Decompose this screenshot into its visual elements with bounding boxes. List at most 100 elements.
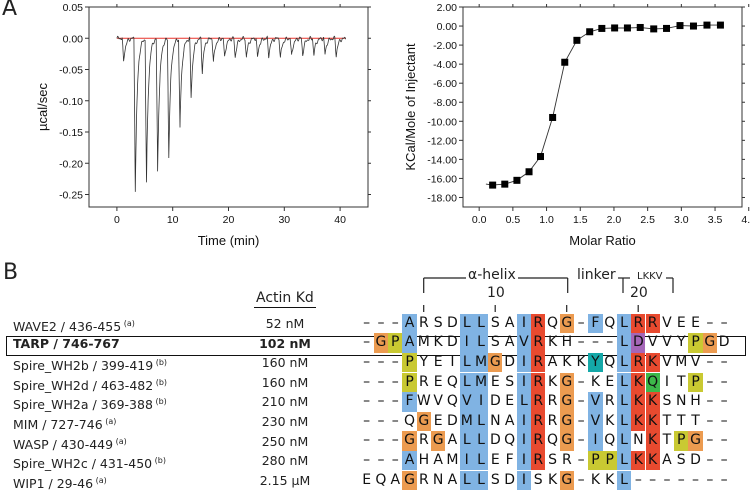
residue-I: I [516,470,532,491]
residue-S: S [662,393,672,410]
raw-itc-ytick-label: 0.05 [63,2,84,14]
residue-L: L [473,450,489,471]
position-20-label: 20 [630,285,648,301]
residue-P: P [588,450,603,471]
alignment-gap: – [577,412,585,429]
residue-L: L [459,313,474,334]
residue-A: A [504,412,515,429]
residue-S: S [676,451,686,468]
alignment-gap: – [577,432,585,449]
residue-V: V [662,353,672,370]
residue-K: K [547,334,558,351]
residue-L: L [616,352,632,373]
sequence-name: Spire_WH2c / 431-450 (b) [13,451,166,473]
alignment-gap: – [720,451,728,468]
alignment-gap: – [720,393,728,410]
sequence-name: Spire_WH2a / 369-388 (b) [13,392,167,414]
sequence-name-text: TARP / 746-767 [13,335,120,351]
residue-M: M [675,353,688,370]
alignment-gap: – [363,412,371,429]
isotherm-data-point [573,36,581,44]
isotherm-ytick-label: -16.00 [427,173,457,185]
isotherm-data-point [489,181,497,189]
isotherm-xtick-label: 1.5 [573,214,588,226]
alignment-gap: – [577,451,585,468]
residue-E: E [490,373,500,390]
residue-E: E [433,412,443,429]
residue-L: L [473,411,489,432]
residue-I: I [516,352,532,373]
alignment-gap: – [706,373,714,390]
isotherm-xtick-label: 2.5 [640,214,655,226]
isotherm-data-point [537,153,544,161]
residue-L: L [459,431,474,451]
alpha-helix-label: α-helix [466,267,518,283]
alignment-gap: – [577,314,585,331]
residue-K: K [631,450,646,471]
reference-superscript: (a) [93,475,107,485]
residue-K: K [562,353,572,370]
residue-K: K [590,471,601,488]
residue-S: S [490,334,500,351]
raw-itc-xtick-label: 20 [223,214,235,226]
residue-D: D [447,314,458,331]
isotherm-ytick-label: 0.00 [437,21,458,33]
residue-A: A [390,471,401,488]
actin-kd-value: 52 nM [265,316,305,331]
residue-N: N [490,412,501,429]
alignment-gap: – [706,451,714,468]
isotherm-data-point [586,28,594,36]
residue-A: A [662,451,672,468]
residue-A: A [433,451,443,468]
alignment-gap: – [720,373,728,390]
residue-L: L [616,372,632,393]
isotherm-x-axis-label: Molar Ratio [569,233,635,248]
residue-V: V [662,314,672,331]
alignment-gap: – [649,471,657,488]
residue-L: L [473,313,489,334]
residue-D: D [504,353,516,370]
isotherm-data-point [549,113,557,121]
residue-F: F [505,451,514,468]
residue-Q: Q [446,393,458,410]
residue-Y: Y [676,334,686,351]
residue-E: E [433,373,443,390]
panel-a-label: A [2,0,18,21]
residue-E: E [490,451,500,468]
residue-D: D [718,334,730,351]
isotherm-data-point [716,21,724,29]
alignment-gap: – [577,393,585,410]
residue-V: V [588,411,603,432]
alignment-gap: – [720,353,728,370]
isotherm-ytick-label: 2.00 [437,2,458,14]
sequence-name: TARP / 746-767 [13,334,120,353]
residue-L: L [459,470,474,491]
residue-Q: Q [547,432,559,449]
actin-kd-value: 160 nM [261,355,309,371]
residue-G: G [702,333,717,353]
residue-D: D [504,471,516,488]
residue-P: P [402,352,417,373]
residue-V: V [690,353,701,370]
residue-T: T [662,432,672,449]
residue-S: S [490,471,500,488]
residue-T: T [662,412,672,429]
alignment-gap: – [706,314,714,331]
residue-Q: Q [547,314,559,331]
isotherm-data-point [561,58,569,66]
isotherm-xtick-label: 1.0 [539,214,554,226]
residue-A: A [402,450,417,471]
residue-P: P [602,450,617,471]
raw-itc-ytick-label: -0.25 [59,190,83,202]
residue-D: D [489,432,501,449]
residue-R: R [561,451,572,468]
alignment-gap: – [391,393,399,410]
isotherm-ytick-label: -6.00 [433,78,457,90]
isotherm-data-point [650,25,658,33]
residue-R: R [531,313,546,334]
isotherm-xtick-label: 2.0 [607,214,622,226]
residue-D: D [447,412,458,429]
sequence-name-text: Spire_WH2c / 431-450 [13,456,153,472]
alignment-gap: – [677,471,685,488]
raw-itc-xtick-label: 10 [167,214,179,226]
